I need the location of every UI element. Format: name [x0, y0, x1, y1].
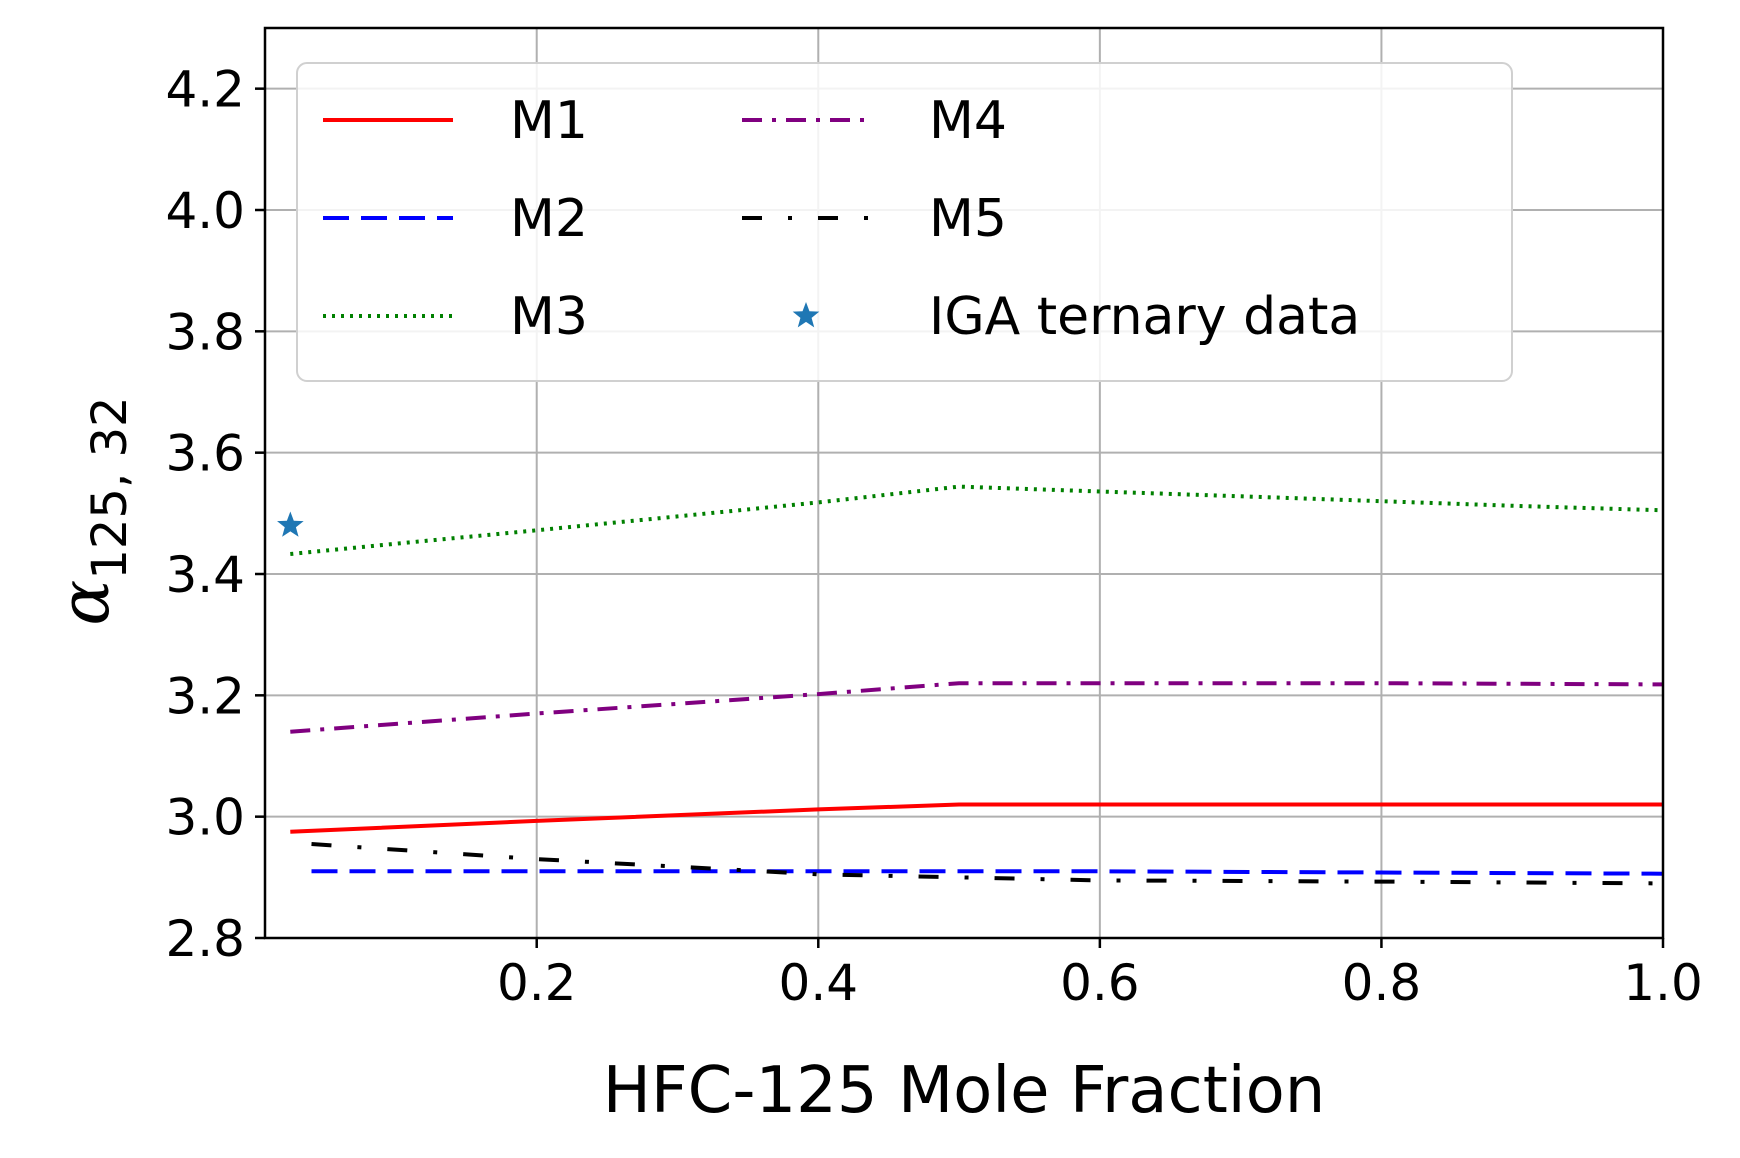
- y-tick-label: 2.8: [165, 910, 245, 968]
- legend-m5-label: M5: [929, 189, 1007, 249]
- y-tick-label: 4.2: [165, 61, 245, 119]
- y-axis-label-subscript: 125, 32: [82, 396, 138, 579]
- y-tick-label: 4.0: [165, 182, 245, 240]
- legend-iga-ternary-data-handle: [792, 302, 820, 328]
- legend-m1-label: M1: [510, 91, 588, 151]
- y-tick-label: 3.8: [165, 303, 245, 361]
- y-axis-ticks: 2.8 3.0 3.2 3.4 3.6 3.8 4.0 4.2: [165, 61, 265, 968]
- y-tick-label: 3.2: [165, 667, 245, 725]
- y-axis-label: α125, 32: [46, 396, 138, 625]
- legend: M1 M2 M3 M4 M5 IGA ternary data: [296, 62, 1513, 382]
- series-group: [277, 484, 1663, 886]
- x-tick-label: 0.4: [779, 954, 859, 1012]
- legend-m2-label: M2: [510, 189, 588, 249]
- x-tick-label: 0.6: [1060, 954, 1140, 1012]
- y-axis-label-main: α: [46, 580, 125, 626]
- svg-text:α125, 32: α125, 32: [46, 396, 138, 625]
- y-tick-label: 3.4: [165, 546, 245, 604]
- x-tick-label: 0.2: [497, 954, 577, 1012]
- plot-frame: [263, 26, 1665, 940]
- x-axis-ticks: 0.2 0.4 0.6 0.8 1.0: [497, 938, 1703, 1012]
- y-tick-label: 3.6: [165, 425, 245, 483]
- series-iga-ternary-data-point: [277, 511, 304, 537]
- plot-area: [277, 484, 1663, 886]
- legend-m4-label: M4: [929, 91, 1007, 151]
- x-tick-label: 1.0: [1623, 954, 1703, 1012]
- y-tick-label: 3.0: [165, 789, 245, 847]
- legend-box: [296, 62, 1513, 382]
- series-m1-line: [290, 802, 1663, 834]
- legend-iga-ternary-data-label: IGA ternary data: [929, 287, 1360, 347]
- legend-m3-label: M3: [510, 287, 588, 347]
- x-tick-label: 0.8: [1342, 954, 1422, 1012]
- series-m2-line: [311, 869, 1663, 876]
- series-m4-line: [290, 681, 1663, 734]
- x-axis-label: HFC-125 Mole Fraction: [603, 1054, 1326, 1128]
- series-m3-line: [290, 484, 1663, 556]
